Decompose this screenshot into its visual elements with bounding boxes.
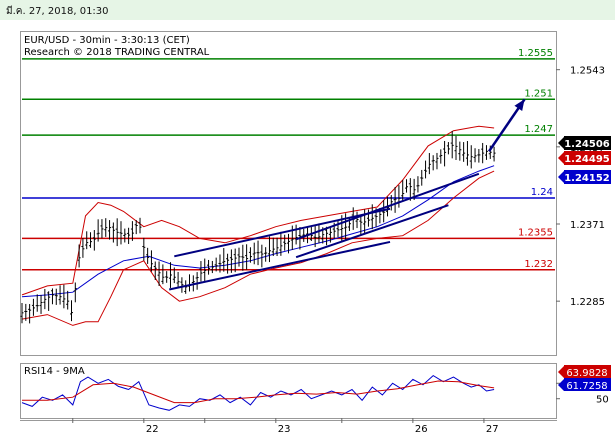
level-label-3: 1.24 [531, 187, 553, 198]
price-tag-pointer-2 [558, 171, 564, 183]
moving-average-line [21, 165, 495, 298]
y-tick-label-0: 1.2543 [570, 66, 605, 77]
channel-bottom-line [168, 240, 391, 291]
level-label-4: 1.2355 [518, 227, 553, 238]
bollinger-lower-line [21, 170, 495, 326]
rsi-series-0 [21, 374, 495, 411]
bands-layer [21, 125, 495, 326]
x-tick-label-1: 23 [278, 424, 291, 435]
price-tag-label-0: 1.24506 [564, 139, 610, 150]
rsi-tag-pointer-0 [558, 366, 564, 378]
levels-layer: 1.2555 1.251 1.247 1.24 1.2355 1.232 [22, 48, 555, 271]
price-layer [20, 131, 496, 324]
level-label-0: 1.2555 [518, 48, 553, 59]
rsi-series-1 [22, 380, 495, 404]
price-tag-pointer-1 [558, 152, 564, 164]
y-tick-label-3: 1.2285 [570, 297, 605, 308]
price-tag-box-2 [564, 170, 611, 184]
chart-subtitle: Research © 2018 TRADING CENTRAL [24, 47, 210, 58]
channel2-bottom-line [295, 204, 449, 259]
level-label-2: 1.247 [524, 124, 553, 135]
date-axis: 22 23 26 27 [72, 418, 499, 435]
chart-title: EUR/USD - 30min - 3:30:13 (CET) [24, 35, 190, 46]
rsi-tag-label-1: 61.7258 [566, 381, 607, 392]
rsi-tag-box-0 [564, 365, 611, 378]
price-tag-pointer-0 [558, 137, 564, 149]
channel2-top-line [295, 172, 480, 241]
channel-top-line [174, 207, 391, 258]
price-tag-label-1: 1.24495 [564, 154, 610, 165]
rsi-tag-label-0: 63.9828 [566, 368, 607, 379]
y-tick-label-2: 1.2371 [570, 220, 605, 231]
rsi-title: RSI14 - 9MA [24, 366, 85, 377]
price-tag-box-0 [564, 136, 611, 150]
bollinger-upper-line [21, 125, 495, 296]
trendline-layer [168, 98, 526, 291]
price-tag-label-2: 1.24152 [564, 173, 610, 184]
date-strip: มี.ค. 27, 2018, 01:30 [0, 0, 615, 20]
level-label-1: 1.251 [524, 88, 553, 99]
level-label-5: 1.232 [524, 259, 553, 270]
rsi-tag-box-1 [564, 378, 611, 391]
rsi-panel-frame [20, 363, 557, 419]
price-tags-layer: 1.24506 1.24495 1.24152 [558, 136, 611, 184]
rsi-tick-label-1: 50 [596, 395, 609, 406]
rsi-tag-pointer-1 [558, 379, 564, 391]
price-tag-box-1 [564, 151, 611, 165]
x-tick-label-2: 26 [415, 424, 428, 435]
header-datetime: มี.ค. 27, 2018, 01:30 [6, 6, 109, 17]
projection-arrow-head [514, 99, 525, 112]
x-tick-label-3: 27 [486, 424, 499, 435]
price-panel-frame [20, 31, 557, 356]
x-tick-label-0: 22 [146, 424, 159, 435]
